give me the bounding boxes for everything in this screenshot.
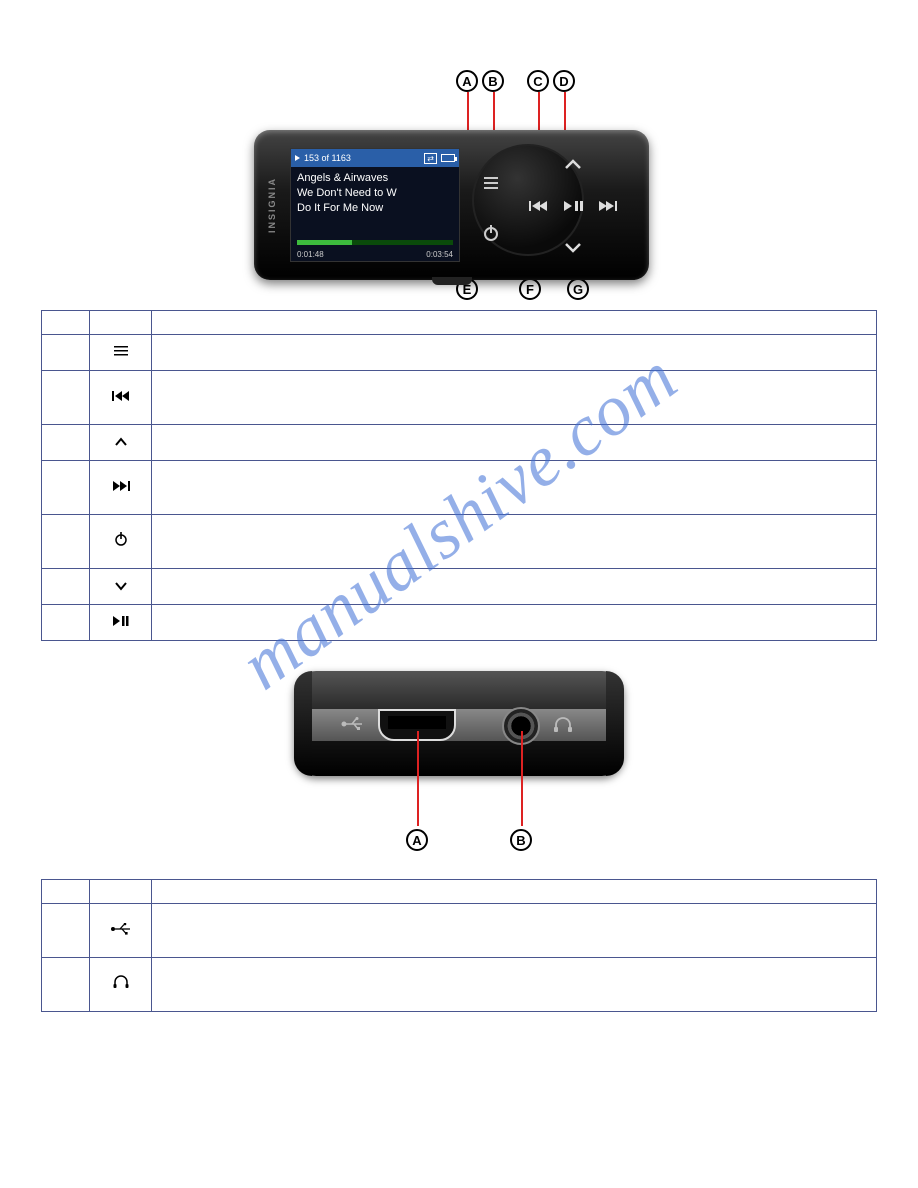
power-icon	[114, 532, 128, 551]
track-counter: 153 of 1163	[304, 153, 351, 163]
device-bottom	[294, 671, 624, 776]
prev-button-icon	[524, 196, 552, 216]
headphones-icon	[113, 975, 129, 994]
device-front: INSIGNIA 153 of 1163 ⇄ Angels & Airwaves…	[254, 130, 649, 280]
time-readout: 0:01:48 0:03:54	[297, 250, 453, 259]
control-pad	[472, 144, 640, 266]
now-playing-lines: Angels & Airwaves We Don't Need to W Do …	[291, 167, 459, 220]
bottom-view-figure: A B	[149, 661, 769, 871]
prev-icon	[112, 389, 130, 407]
menu-button-icon	[474, 166, 508, 200]
next-icon	[112, 479, 130, 497]
front-view-figure: A B C D E F G INSIGNIA 153 of 1163 ⇄	[149, 70, 769, 300]
callout-d-top: D	[553, 70, 575, 92]
down-icon	[114, 578, 128, 596]
menu-icon	[114, 344, 128, 362]
play-icon	[112, 614, 130, 632]
callout-a-top: A	[456, 70, 478, 92]
down-button-icon	[558, 238, 588, 258]
bottom-ports-table	[41, 879, 877, 1012]
device-screen: 153 of 1163 ⇄ Angels & Airwaves We Don't…	[290, 148, 460, 262]
usb-port-label-icon	[340, 717, 364, 736]
battery-icon	[441, 154, 455, 162]
callout-b-bottom: B	[510, 829, 532, 851]
play-indicator-icon	[295, 155, 300, 161]
progress-bar	[297, 240, 453, 245]
album-line: We Don't Need to W	[297, 186, 453, 201]
play-pause-button-icon	[558, 196, 588, 216]
shuffle-icon: ⇄	[424, 153, 437, 164]
callout-f-bottom: F	[519, 278, 541, 300]
callout-c-top: C	[527, 70, 549, 92]
track-line: Do It For Me Now	[297, 201, 453, 216]
lead-line	[417, 731, 419, 826]
usb-icon	[110, 922, 132, 940]
lead-line	[521, 731, 523, 826]
elapsed-time: 0:01:48	[297, 250, 324, 259]
headphone-label-icon	[554, 717, 572, 738]
manual-page: A B C D E F G INSIGNIA 153 of 1163 ⇄	[0, 0, 918, 1064]
callout-a-bottom: A	[406, 829, 428, 851]
power-button-icon	[474, 216, 508, 250]
artist-line: Angels & Airwaves	[297, 171, 453, 186]
up-icon	[114, 434, 128, 452]
screen-status-bar: 153 of 1163 ⇄	[291, 149, 459, 167]
front-controls-table	[41, 310, 877, 641]
brand-text: INSIGNIA	[267, 177, 277, 233]
brand-label: INSIGNIA	[264, 160, 280, 250]
callout-b-top: B	[482, 70, 504, 92]
callout-g-bottom: G	[567, 278, 589, 300]
next-button-icon	[594, 196, 622, 216]
total-time: 0:03:54	[426, 250, 453, 259]
up-button-icon	[558, 154, 588, 174]
